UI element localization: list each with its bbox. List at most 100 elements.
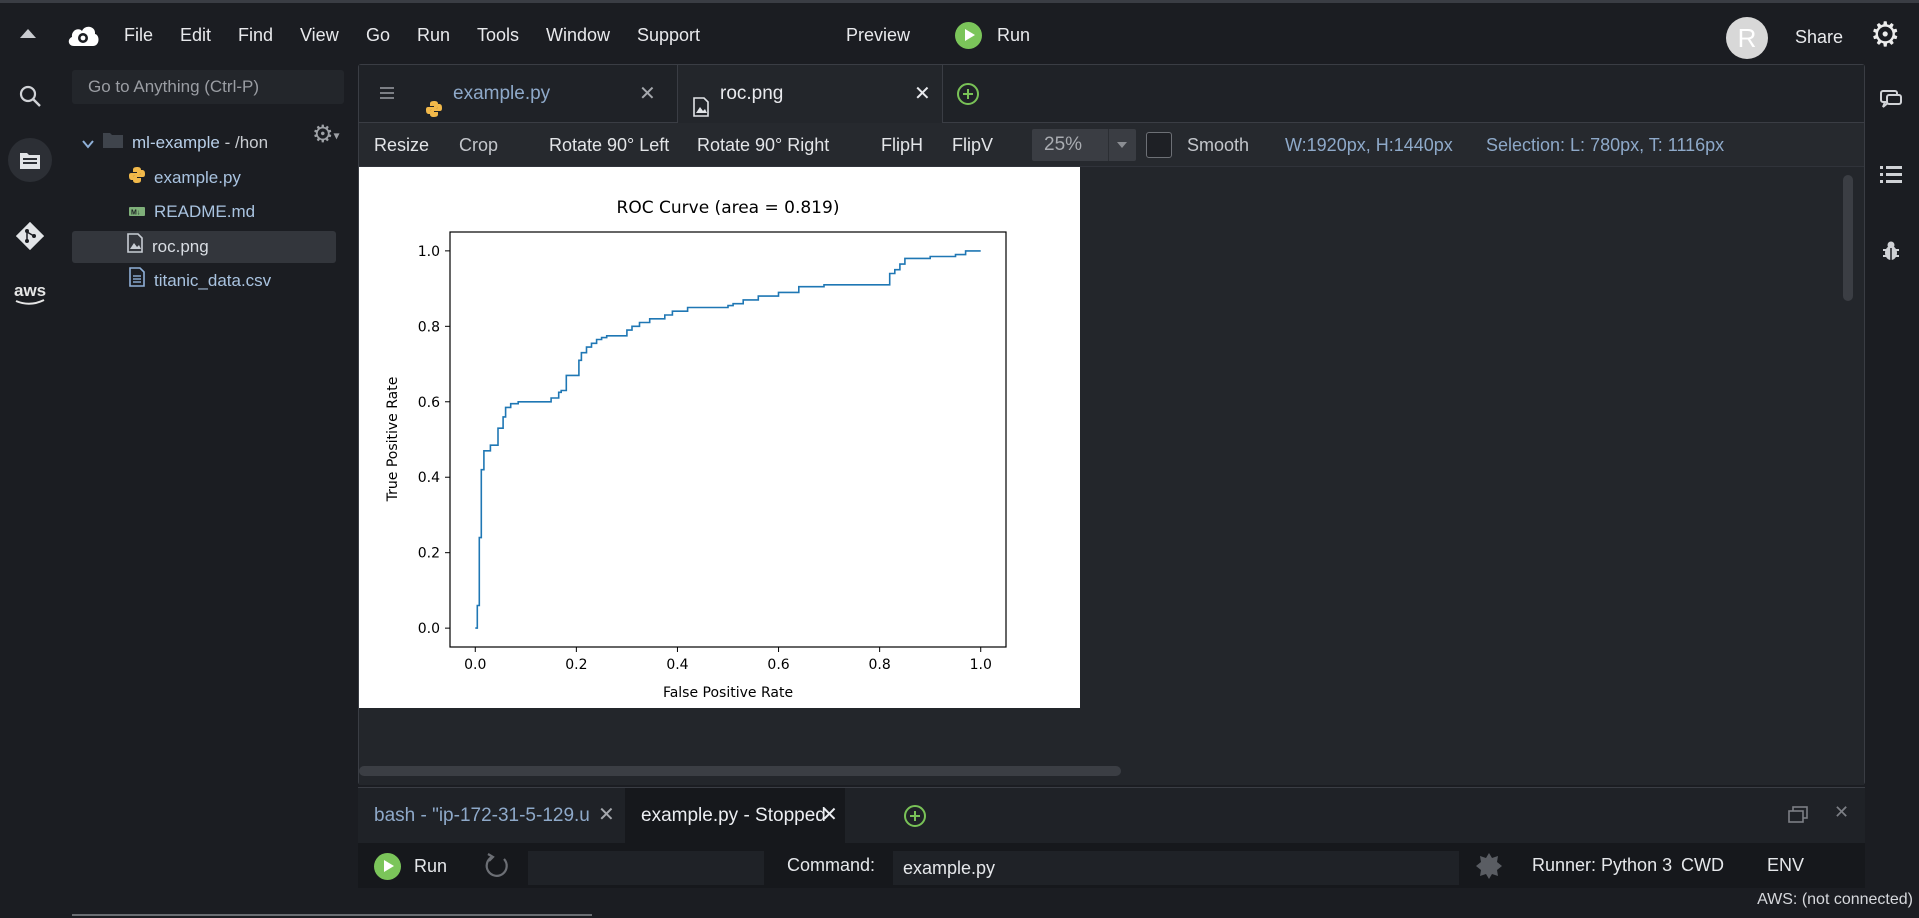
rotate-left-button[interactable]: Rotate 90° Left (549, 135, 670, 155)
outline-list-icon[interactable] (1876, 160, 1906, 190)
run-args-field[interactable] (528, 851, 764, 885)
console-panel: bash - "ip-172-31-5-129.u ✕ example.py -… (358, 787, 1865, 888)
tree-item-roc-png[interactable]: roc.png (72, 231, 336, 263)
tab-menu-icon[interactable] (379, 85, 395, 106)
tab-label: example.py (453, 83, 551, 104)
menu-window[interactable]: Window (546, 25, 611, 45)
tab-roc-png[interactable]: roc.png ✕ (677, 65, 943, 123)
folder-icon (102, 128, 124, 159)
smooth-checkbox[interactable] (1146, 132, 1172, 158)
chart-title: ROC Curve (area = 0.819) (617, 198, 840, 218)
menu-support[interactable]: Support (637, 25, 701, 45)
tab-label: bash - "ip-172-31-5-129.u (374, 805, 590, 826)
run-label: Run (414, 855, 448, 876)
restart-icon[interactable] (482, 851, 512, 886)
chevron-down-icon (82, 128, 94, 159)
share-button[interactable]: Share (1795, 27, 1844, 47)
plot-frame (449, 231, 1007, 648)
go-to-anything-input[interactable]: Go to Anything (Ctrl-P) (72, 70, 344, 104)
tree-item-label: README.md (154, 202, 256, 221)
run-button[interactable]: Run (955, 22, 1030, 49)
menu-run[interactable]: Run (417, 25, 451, 45)
preview-button[interactable]: Preview (846, 25, 911, 45)
settings-gear-icon[interactable]: ⚙ (1870, 16, 1901, 54)
debug-bug-icon[interactable] (1474, 851, 1504, 886)
menu-go[interactable]: Go (366, 25, 391, 45)
new-tab-plus-icon[interactable] (957, 83, 979, 105)
crop-button[interactable]: Crop (459, 135, 499, 155)
vertical-scrollbar[interactable] (1843, 175, 1853, 301)
zoom-value: 25% (1044, 134, 1083, 155)
x-tick-label: 0.2 (565, 657, 587, 673)
aws-explorer-icon[interactable]: aws (8, 272, 52, 316)
menu-file[interactable]: File (124, 25, 154, 45)
tree-root-path: - /hon (219, 133, 269, 152)
image-dimensions: W:1920px, H:1440px (1285, 135, 1453, 155)
tree-item-label: example.py (154, 168, 241, 187)
python-icon (425, 84, 443, 142)
y-tick-label: 0.8 (418, 319, 440, 335)
close-tab-icon[interactable]: ✕ (639, 83, 656, 105)
tree-root-folder[interactable]: ml-example - /hon (82, 127, 277, 159)
maximize-panel-icon[interactable] (1788, 806, 1808, 829)
y-tick-label: 1.0 (418, 244, 440, 260)
menu-edit[interactable]: Edit (180, 25, 212, 45)
menu-find[interactable]: Find (238, 25, 274, 45)
x-axis-label: False Positive Rate (663, 685, 793, 701)
source-control-icon[interactable] (8, 214, 52, 258)
cwd-button[interactable]: CWD (1681, 855, 1724, 875)
smooth-label: Smooth (1187, 135, 1250, 155)
tab-bash-terminal[interactable]: bash - "ip-172-31-5-129.u ✕ (358, 788, 624, 843)
flip-horizontal-button[interactable]: FlipH (881, 135, 924, 155)
editor-tab-bar: example.py ✕ roc.png ✕ (359, 65, 1864, 123)
close-tab-icon[interactable]: ✕ (598, 804, 615, 826)
menu-tools[interactable]: Tools (477, 25, 520, 45)
collapse-menu-icon[interactable] (20, 29, 36, 38)
env-button[interactable]: ENV (1767, 855, 1805, 875)
x-tick-label: 0.6 (767, 657, 789, 673)
zoom-select[interactable]: 25% (1032, 129, 1136, 161)
y-tick-label: 0.4 (418, 470, 440, 486)
horizontal-scrollbar[interactable] (359, 766, 1121, 776)
search-icon[interactable] (8, 74, 52, 118)
tab-example-py[interactable]: example.py ✕ (411, 65, 669, 123)
console-run-button[interactable]: Run (374, 843, 447, 888)
tree-item-example-py[interactable]: example.py (128, 162, 338, 194)
flip-vertical-button[interactable]: FlipV (952, 135, 994, 155)
python-icon (128, 163, 146, 194)
command-label: Command: (787, 855, 876, 875)
collaborate-chat-icon[interactable] (1876, 84, 1906, 114)
left-icon-rail: aws (0, 66, 60, 918)
chevron-down-icon (1108, 129, 1136, 161)
avatar[interactable]: R (1726, 17, 1768, 59)
close-tab-icon[interactable]: ✕ (914, 83, 931, 105)
svg-text:aws: aws (14, 281, 46, 300)
play-icon (955, 22, 982, 49)
bottom-divider (72, 914, 592, 916)
roc-curve-line (475, 250, 981, 629)
rotate-right-button[interactable]: Rotate 90° Right (697, 135, 830, 155)
image-viewer: ROC Curve (area = 0.819) 0.0 0.2 0.4 0.6 0.8… (359, 167, 1864, 785)
x-tick-label: 0.4 (666, 657, 688, 673)
image-toolbar: Resize Crop Rotate 90° Left Rotate 90° R… (359, 123, 1864, 167)
tree-item-readme-md[interactable]: M↓ README.md (128, 196, 338, 228)
tree-settings-gear-icon[interactable]: ⚙▾ (312, 121, 340, 148)
tree-item-titanic-csv[interactable]: titanic_data.csv (128, 265, 338, 297)
run-configuration-bar: Run Command: example.py Runner: Python 3… (358, 843, 1865, 888)
tab-label: example.py - Stopped (641, 805, 826, 826)
tab-example-run[interactable]: example.py - Stopped ✕ (625, 788, 845, 843)
svg-text:M↓: M↓ (131, 209, 140, 216)
resize-button[interactable]: Resize (374, 135, 430, 155)
document-icon (128, 266, 146, 297)
close-tab-icon[interactable]: ✕ (821, 804, 838, 826)
close-panel-icon[interactable]: ✕ (1834, 802, 1850, 822)
image-icon (692, 83, 710, 141)
new-terminal-plus-icon[interactable] (904, 805, 926, 827)
environment-folder-icon[interactable] (8, 138, 52, 182)
runner-selector[interactable]: Runner: Python 3 (1532, 855, 1673, 875)
selection-info: Selection: L: 780px, T: 1116px (1486, 135, 1725, 155)
menu-view[interactable]: View (300, 25, 339, 45)
debugger-bug-icon[interactable] (1876, 236, 1906, 266)
command-input[interactable]: example.py (893, 851, 1459, 885)
cloud9-logo-icon[interactable] (66, 22, 100, 53)
